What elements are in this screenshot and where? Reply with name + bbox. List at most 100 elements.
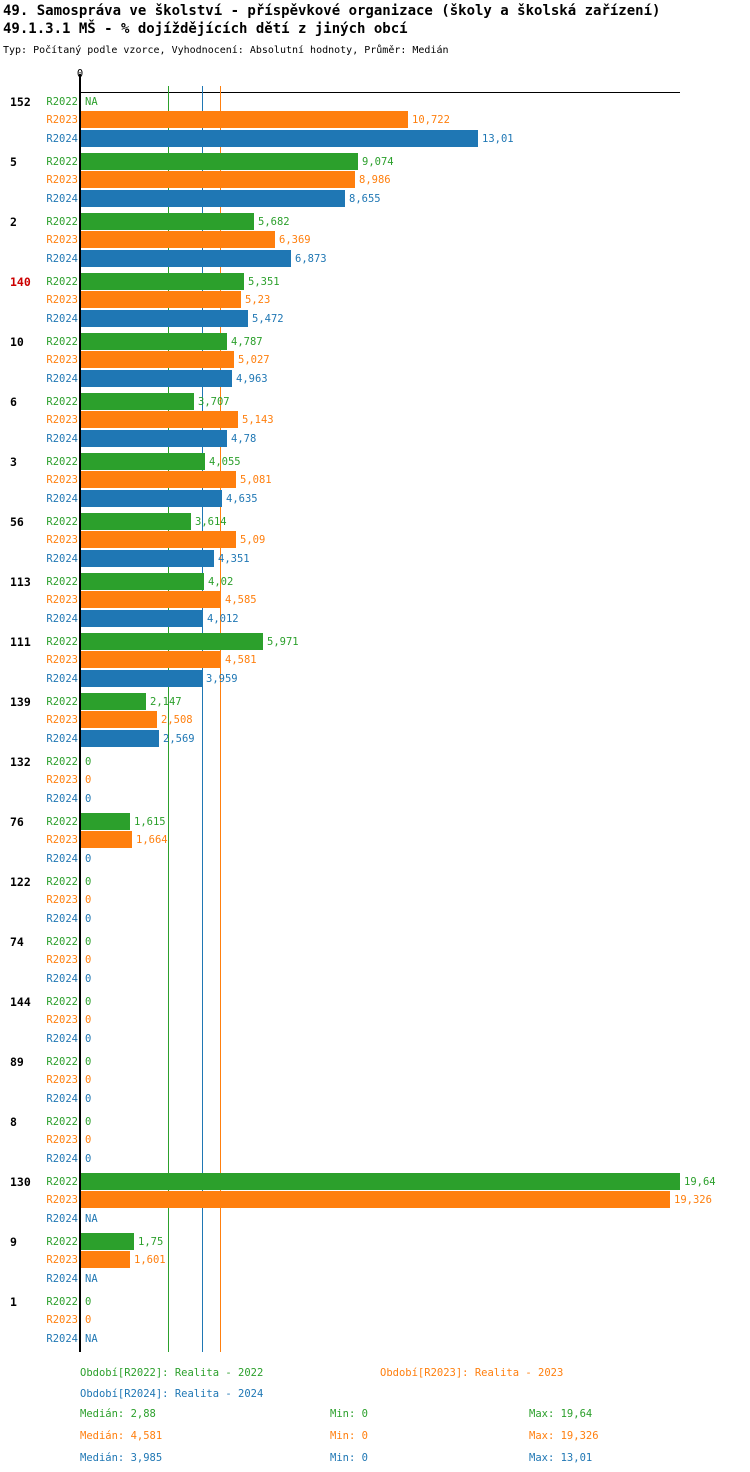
bar-9-r2023 [81, 1251, 130, 1268]
value-label-8-r2024: 0 [85, 1153, 92, 1165]
value-label-1-r2024: NA [85, 1333, 98, 1345]
series-label-89-r2022: R2022 [46, 1056, 78, 1068]
bar-10-r2022 [81, 333, 227, 350]
group-label-89: 89 [10, 1055, 24, 1069]
bar-152-r2024 [81, 130, 478, 147]
stat-min-r2022: Min: 0 [330, 1408, 368, 1420]
bar-56-r2022 [81, 513, 191, 530]
group-label-10: 10 [10, 335, 24, 349]
value-label-6-r2024: 4,78 [231, 433, 257, 445]
value-label-5-r2024: 8,655 [349, 193, 381, 205]
series-label-139-r2024: R2024 [46, 733, 78, 745]
value-label-3-r2022: 4,055 [209, 456, 241, 468]
bar-139-r2022 [81, 693, 146, 710]
median-reference-line-r2024 [202, 86, 203, 1352]
bar-139-r2023 [81, 711, 157, 728]
series-label-152-r2022: R2022 [46, 96, 78, 108]
bar-5-r2023 [81, 171, 355, 188]
bar-113-r2022 [81, 573, 204, 590]
bar-76-r2022 [81, 813, 130, 830]
series-label-74-r2022: R2022 [46, 936, 78, 948]
bar-152-r2023 [81, 111, 408, 128]
x-axis-line [80, 92, 680, 93]
series-label-132-r2023: R2023 [46, 774, 78, 786]
bar-140-r2023 [81, 291, 241, 308]
stat-median-r2024: Medián: 3,985 [80, 1452, 163, 1464]
value-label-1-r2022: 0 [85, 1296, 92, 1308]
stat-median-r2023: Medián: 4,581 [80, 1430, 163, 1442]
value-label-130-r2024: NA [85, 1213, 98, 1225]
value-label-132-r2023: 0 [85, 774, 92, 786]
page-subtitle: 49.1.3.1 MŠ - % dojíždějících dětí z jin… [3, 21, 408, 37]
value-label-152-r2022: NA [85, 96, 98, 108]
grouped-bar-chart: 0 152 R2022 NA R2023 10,722 R2024 13,01 5 R2022 9… [10, 68, 716, 1352]
series-label-2-r2022: R2022 [46, 216, 78, 228]
legend-item-r2023: Období[R2023]: Realita - 2023 [380, 1367, 564, 1379]
value-label-10-r2023: 5,027 [238, 354, 270, 366]
stat-median-r2022: Medián: 2,88 [80, 1408, 156, 1420]
group-label-5: 5 [10, 155, 17, 169]
series-label-2-r2024: R2024 [46, 253, 78, 265]
bar-113-r2024 [81, 610, 203, 627]
group-label-1: 1 [10, 1295, 17, 1309]
series-label-3-r2024: R2024 [46, 493, 78, 505]
series-label-144-r2022: R2022 [46, 996, 78, 1008]
value-label-56-r2024: 4,351 [218, 553, 250, 565]
series-label-122-r2022: R2022 [46, 876, 78, 888]
stat-min-r2024: Min: 0 [330, 1452, 368, 1464]
group-label-111: 111 [10, 635, 31, 649]
value-label-5-r2023: 8,986 [359, 174, 391, 186]
series-label-76-r2024: R2024 [46, 853, 78, 865]
series-label-113-r2024: R2024 [46, 613, 78, 625]
bar-5-r2024 [81, 190, 345, 207]
value-label-132-r2024: 0 [85, 793, 92, 805]
value-label-2-r2023: 6,369 [279, 234, 311, 246]
legend-item-r2022: Období[R2022]: Realita - 2022 [80, 1367, 264, 1379]
series-label-9-r2024: R2024 [46, 1273, 78, 1285]
value-label-139-r2024: 2,569 [163, 733, 195, 745]
series-label-74-r2024: R2024 [46, 973, 78, 985]
series-label-140-r2022: R2022 [46, 276, 78, 288]
value-label-139-r2022: 2,147 [150, 696, 182, 708]
series-label-56-r2024: R2024 [46, 553, 78, 565]
value-label-140-r2022: 5,351 [248, 276, 280, 288]
value-label-2-r2024: 6,873 [295, 253, 327, 265]
value-label-2-r2022: 5,682 [258, 216, 290, 228]
group-label-8: 8 [10, 1115, 17, 1129]
value-label-8-r2023: 0 [85, 1134, 92, 1146]
value-label-76-r2024: 0 [85, 853, 92, 865]
group-label-76: 76 [10, 815, 24, 829]
series-label-56-r2023: R2023 [46, 534, 78, 546]
value-label-111-r2024: 3,959 [206, 673, 238, 685]
series-label-111-r2023: R2023 [46, 654, 78, 666]
series-label-132-r2024: R2024 [46, 793, 78, 805]
value-label-9-r2024: NA [85, 1273, 98, 1285]
value-label-56-r2023: 5,09 [240, 534, 266, 546]
value-label-122-r2024: 0 [85, 913, 92, 925]
value-label-74-r2022: 0 [85, 936, 92, 948]
bar-56-r2024 [81, 550, 214, 567]
bar-9-r2022 [81, 1233, 134, 1250]
group-label-6: 6 [10, 395, 17, 409]
legend-item-r2024: Období[R2024]: Realita - 2024 [80, 1388, 264, 1400]
value-label-113-r2023: 4,585 [225, 594, 257, 606]
bar-140-r2024 [81, 310, 248, 327]
series-label-76-r2022: R2022 [46, 816, 78, 828]
value-label-111-r2022: 5,971 [267, 636, 299, 648]
value-label-9-r2022: 1,75 [138, 1236, 164, 1248]
stat-min-r2023: Min: 0 [330, 1430, 368, 1442]
value-label-8-r2022: 0 [85, 1116, 92, 1128]
chart-meta-info: Typ: Počítaný podle vzorce, Vyhodnocení:… [3, 45, 449, 56]
series-label-140-r2024: R2024 [46, 313, 78, 325]
value-label-6-r2023: 5,143 [242, 414, 274, 426]
series-label-6-r2024: R2024 [46, 433, 78, 445]
bar-139-r2024 [81, 730, 159, 747]
value-label-9-r2023: 1,601 [134, 1254, 166, 1266]
series-label-89-r2023: R2023 [46, 1074, 78, 1086]
group-label-122: 122 [10, 875, 31, 889]
group-label-56: 56 [10, 515, 24, 529]
value-label-89-r2023: 0 [85, 1074, 92, 1086]
value-label-56-r2022: 3,614 [195, 516, 227, 528]
median-reference-line-r2022 [168, 86, 169, 1352]
median-reference-line-r2023 [220, 86, 221, 1352]
